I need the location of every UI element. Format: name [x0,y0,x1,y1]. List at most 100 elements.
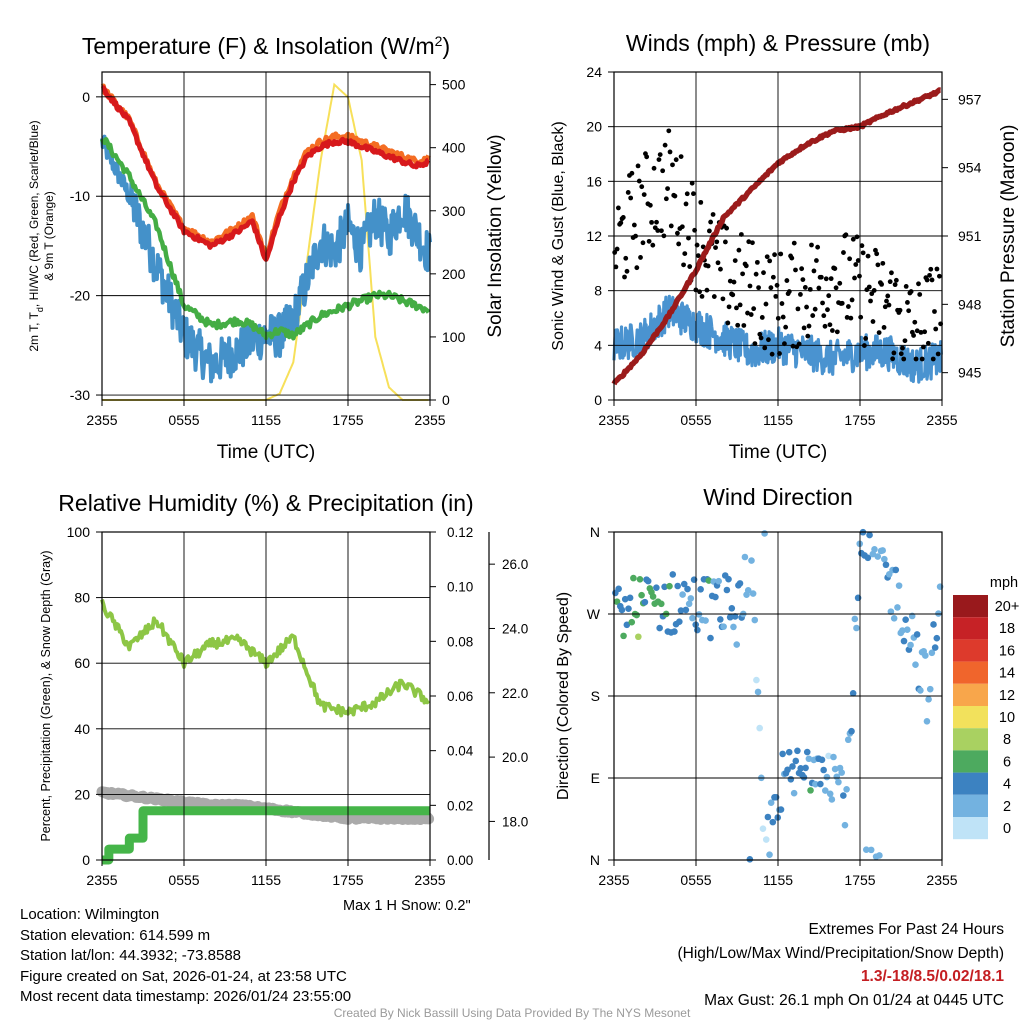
gust-point [753,271,759,277]
gust-point [730,292,736,298]
gust-point [886,302,892,308]
wind-direction-point [687,595,695,602]
gust-point [860,250,866,256]
wind-direction-point [741,553,749,561]
wind-direction-point [838,769,845,776]
wind-direction-point [613,598,621,605]
gust-point [628,195,634,201]
gust-point [644,154,650,160]
gust-point [682,251,688,256]
gust-point [834,329,840,335]
direction-ytick-label: E [591,770,600,786]
gust-point [848,315,854,321]
speed-legend-label: 18 [999,621,1015,637]
pressure-ytick-label: 957 [958,91,982,107]
temperature-xtick-label: 1155 [251,412,281,428]
gust-point [727,278,733,284]
winds-title: Winds (mph) & Pressure (mb) [626,30,930,56]
wind-direction-point [630,574,637,582]
wind-direction-point [826,790,834,798]
wind-direction-point [797,765,804,772]
speed-legend-label: 4 [1003,777,1011,793]
gust-point [774,282,780,288]
gust-point [613,264,619,270]
wind-direction-point [876,852,883,859]
wind-direction-point [723,586,731,594]
gust-point [844,315,850,320]
gust-point [937,273,942,279]
recent-data-text: Most recent data timestamp: 2026/01/24 2… [20,988,352,1005]
gust-point [917,292,923,297]
gust-point [850,236,856,242]
gust-point [925,340,931,346]
wind-direction-point [728,605,736,612]
gust-point [698,199,704,205]
precip-ytick-label: 0.00 [447,853,473,868]
station-pressure-line [611,87,943,386]
gust-point [772,252,777,258]
gust-point [881,325,887,330]
wind-direction-point [900,637,908,645]
winds-ytick-label: 12 [586,228,602,244]
gust-point [918,329,924,335]
speed-legend-label: 10 [999,710,1015,726]
gust-point [866,284,872,290]
wind-direction-point [887,608,895,615]
wind-direction-point [705,577,713,584]
wind-direction-point [712,593,719,601]
gust-point [820,300,825,306]
speed-legend-label: 2 [1003,799,1011,815]
winds-ytick-label: 16 [586,173,602,189]
wind-direction-point [881,555,888,563]
gust-point [673,157,679,163]
heat-index-wind-chill-line [99,136,431,341]
gust-point [734,305,739,311]
winds-xtick-label: 0555 [680,412,711,428]
gust-point [876,330,882,336]
gust-point [745,310,750,316]
solar-ytick-label: 500 [442,77,466,93]
humidity-ytick-label: 60 [74,655,90,671]
winds-xlabel: Time (UTC) [729,442,828,463]
gust-point [832,266,838,271]
wind-direction-point [733,641,741,648]
gust-point [639,184,645,190]
gust-point [849,297,855,303]
wind-direction-point [787,775,795,783]
humidity-xtick-label: 0555 [168,872,199,888]
wind-direction-point [874,553,882,560]
wind-direction-point [653,584,660,591]
relative-humidity-line [100,599,431,718]
gust-point [714,239,720,245]
speed-legend-swatch [953,772,988,795]
direction-xtick-label: 0555 [680,872,711,888]
gust-point [906,308,912,314]
gust-point [898,351,904,357]
gust-point [889,270,894,276]
temperature-ytick-label: -20 [70,288,90,304]
gust-point [811,268,817,274]
speed-legend-swatch [953,639,988,662]
wind-direction-point [746,856,754,863]
gust-point [793,267,798,273]
snow-max-note: Max 1 H Snow: 0.2" [343,898,471,914]
wind-direction-point [890,614,898,622]
gust-point [855,258,861,263]
wind-direction-point [620,632,627,640]
snow-ytick-label: 24.0 [502,621,528,636]
gust-point [932,309,937,314]
wind-direction-point [674,582,681,590]
speed-legend-swatch [953,661,988,684]
snow-ytick-label: 26.0 [502,557,528,572]
humidity-xtick-label: 2355 [86,872,117,888]
gust-point [783,324,789,330]
gust-point [780,314,786,320]
gust-point [825,307,830,313]
extremes-box: Extremes For Past 24 Hours (High/Low/Max… [678,918,1005,1012]
wind-direction-point [879,547,886,554]
wind-direction-point [720,623,727,630]
precip-ytick-label: 0.08 [447,634,473,649]
wind-direction-point [685,600,693,608]
gust-point [891,350,897,356]
